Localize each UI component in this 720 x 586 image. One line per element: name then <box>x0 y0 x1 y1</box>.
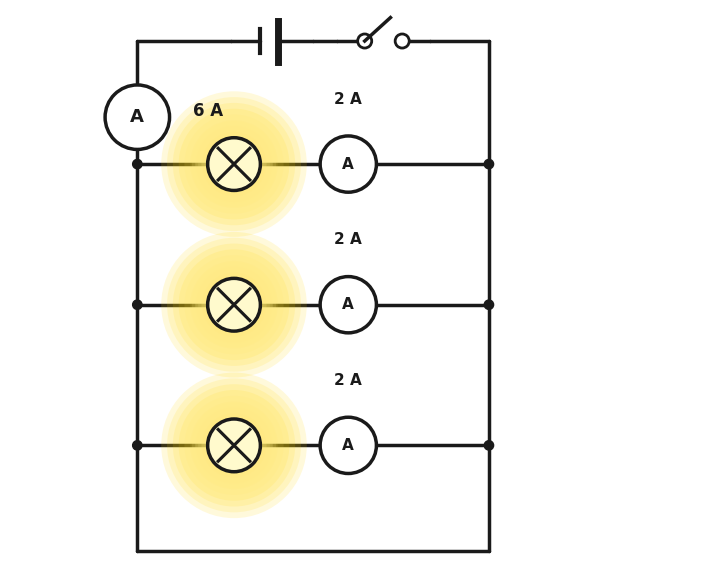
Circle shape <box>195 125 273 203</box>
Circle shape <box>167 379 301 512</box>
Circle shape <box>198 128 270 200</box>
Circle shape <box>485 159 494 169</box>
Circle shape <box>195 406 273 485</box>
Circle shape <box>179 390 289 500</box>
Circle shape <box>179 109 289 220</box>
Circle shape <box>204 275 264 334</box>
Circle shape <box>195 265 273 344</box>
Circle shape <box>198 269 270 340</box>
Circle shape <box>167 97 301 231</box>
Circle shape <box>190 401 278 489</box>
Circle shape <box>204 416 264 475</box>
Text: 2 A: 2 A <box>334 91 362 107</box>
Circle shape <box>202 272 266 338</box>
Circle shape <box>173 244 295 366</box>
Circle shape <box>173 384 295 506</box>
Circle shape <box>173 103 295 225</box>
Circle shape <box>320 277 377 333</box>
Circle shape <box>132 159 142 169</box>
Text: A: A <box>130 108 144 126</box>
Circle shape <box>207 419 261 472</box>
Circle shape <box>190 120 278 208</box>
Circle shape <box>196 407 272 483</box>
Circle shape <box>395 34 409 48</box>
Text: 2 A: 2 A <box>334 373 362 388</box>
Text: A: A <box>343 156 354 172</box>
Text: 6 A: 6 A <box>193 103 223 120</box>
Circle shape <box>161 91 307 237</box>
Text: A: A <box>343 297 354 312</box>
Circle shape <box>184 396 284 495</box>
Circle shape <box>207 138 261 190</box>
Circle shape <box>485 300 494 309</box>
Circle shape <box>202 131 266 197</box>
Circle shape <box>485 441 494 450</box>
Text: A: A <box>343 438 354 453</box>
Circle shape <box>190 261 278 349</box>
Circle shape <box>202 413 266 478</box>
Circle shape <box>202 272 266 337</box>
Text: 2 A: 2 A <box>334 232 362 247</box>
Circle shape <box>105 85 169 149</box>
Circle shape <box>204 135 264 193</box>
Circle shape <box>202 132 266 196</box>
Circle shape <box>196 267 272 343</box>
Circle shape <box>207 278 261 331</box>
Circle shape <box>167 238 301 372</box>
Circle shape <box>320 417 377 473</box>
Circle shape <box>192 403 276 488</box>
Circle shape <box>358 34 372 48</box>
Circle shape <box>179 250 289 360</box>
Circle shape <box>320 136 377 192</box>
Circle shape <box>184 114 284 214</box>
Circle shape <box>161 232 307 377</box>
Circle shape <box>192 263 276 347</box>
Circle shape <box>192 122 276 206</box>
Circle shape <box>198 410 270 481</box>
Circle shape <box>132 441 142 450</box>
Circle shape <box>161 373 307 518</box>
Circle shape <box>202 413 266 478</box>
Circle shape <box>132 300 142 309</box>
Circle shape <box>184 255 284 355</box>
Circle shape <box>196 126 272 202</box>
